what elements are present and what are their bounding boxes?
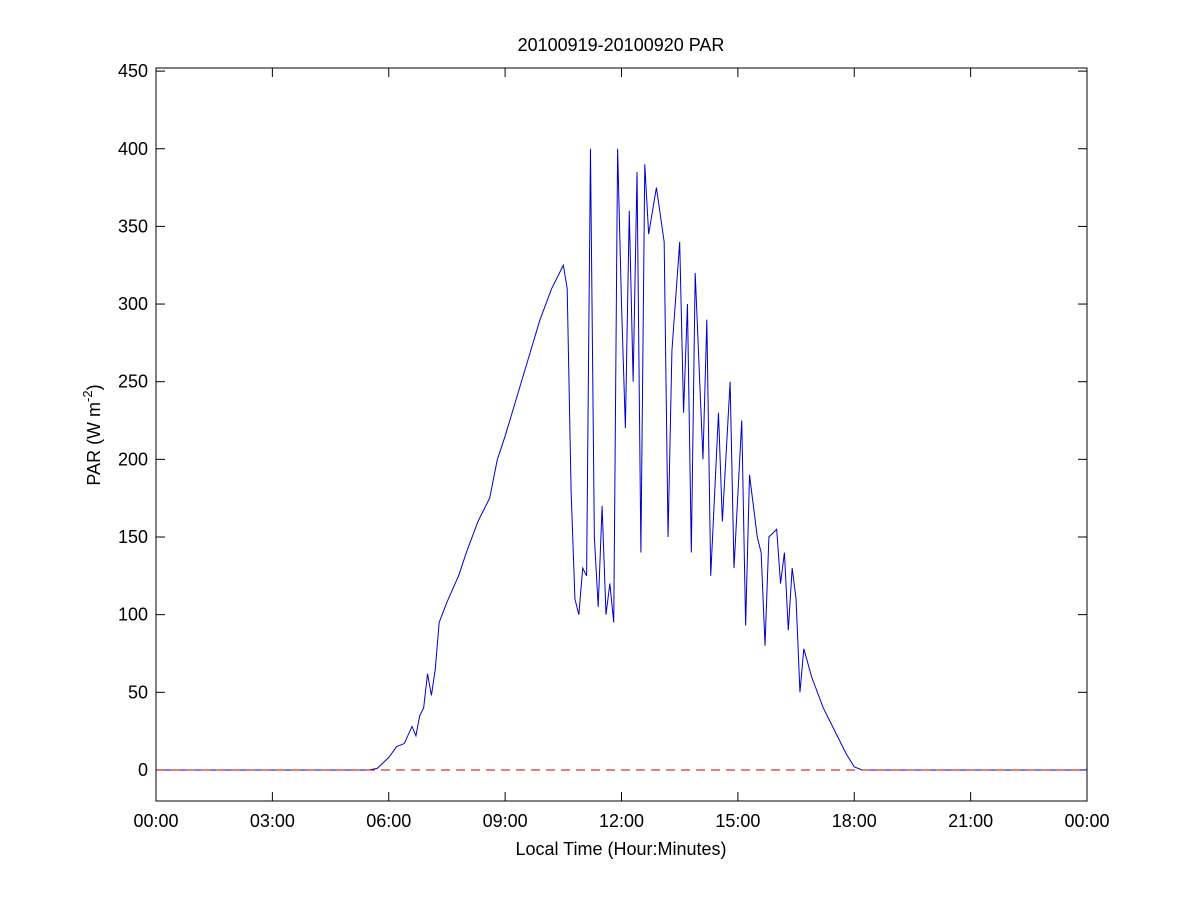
y-axis-label: PAR (W m-2) [80,384,104,485]
plot-frame [155,67,1088,802]
y-tick-label: 350 [118,216,148,236]
y-tick-label: 450 [118,61,148,81]
x-tick-label: 21:00 [948,811,993,831]
y-tick-label: 0 [138,760,148,780]
y-tick-label: 100 [118,605,148,625]
y-tick-label: 150 [118,527,148,547]
x-tick-label: 18:00 [832,811,877,831]
x-tick-label: 12:00 [599,811,644,831]
y-tick-label: 300 [118,294,148,314]
x-tick-label: 09:00 [483,811,528,831]
x-tick-label: 06:00 [366,811,411,831]
x-tick-label: 15:00 [715,811,760,831]
x-tick-label: 03:00 [250,811,295,831]
y-label-end: ) [84,384,104,390]
y-tick-label: 250 [118,372,148,392]
y-label-sup: -2 [80,390,95,402]
y-tick-label: 200 [118,449,148,469]
x-tick-label: 00:00 [133,811,178,831]
y-tick-label: 400 [118,139,148,159]
data-line [156,148,1087,771]
x-tick-label: 00:00 [1064,811,1109,831]
y-tick-label: 50 [128,682,148,702]
x-axis-label: Local Time (Hour:Minutes) [515,839,726,859]
y-label-text: PAR (W m [84,402,104,486]
chart-title: 20100919-20100920 PAR [518,35,725,55]
